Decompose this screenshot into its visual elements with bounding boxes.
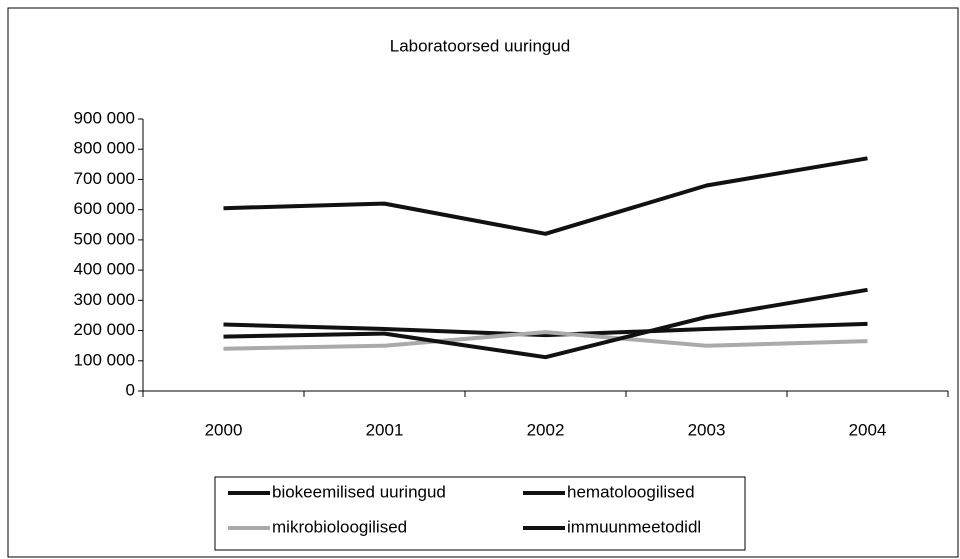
legend-label: biokeemilised uuringud	[272, 482, 446, 501]
x-tick-label: 2004	[849, 420, 887, 439]
y-tick-label: 0	[126, 380, 135, 399]
x-tick-label: 2001	[366, 420, 404, 439]
y-tick-label: 700 000	[74, 169, 135, 188]
legend-label: immuunmeetodidl	[567, 517, 701, 536]
y-tick-label: 600 000	[74, 199, 135, 218]
y-tick-label: 300 000	[74, 290, 135, 309]
x-tick-label: 2002	[527, 420, 565, 439]
chart-frame	[7, 7, 959, 558]
x-tick-label: 2003	[688, 420, 726, 439]
series-line	[223, 156, 868, 236]
series-line	[223, 330, 868, 351]
legend-box	[214, 476, 746, 551]
y-tick-label: 100 000	[74, 350, 135, 369]
y-tick-label: 400 000	[74, 260, 135, 279]
x-tick-label: 2000	[205, 420, 243, 439]
chart-title: Laboratoorsed uuringud	[390, 36, 571, 55]
y-tick-label: 900 000	[74, 108, 135, 127]
y-tick-label: 800 000	[74, 139, 135, 158]
series-line	[223, 287, 868, 360]
legend-label: mikrobioloogilised	[272, 517, 407, 536]
y-tick-label: 500 000	[74, 229, 135, 248]
series-line	[223, 321, 868, 338]
legend-label: hematoloogilised	[567, 482, 695, 501]
y-tick-label: 200 000	[74, 320, 135, 339]
